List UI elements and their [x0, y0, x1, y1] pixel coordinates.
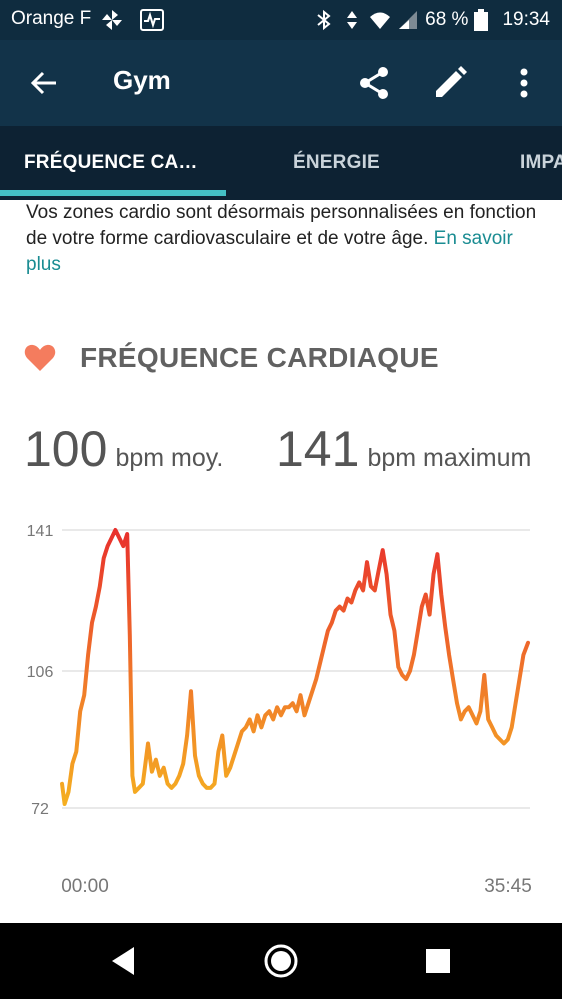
x-tick-label: 00:00	[61, 876, 109, 897]
data-transfer-icon	[341, 9, 363, 31]
system-navigation-bar	[0, 923, 562, 999]
tab-impact[interactable]: IMPA	[520, 152, 562, 173]
y-tick-label: 141	[27, 523, 54, 540]
pinwheel-icon	[100, 8, 124, 32]
section-title: FRÉQUENCE CARDIAQUE	[80, 342, 439, 373]
bluetooth-icon	[313, 9, 335, 31]
share-icon[interactable]	[352, 61, 396, 105]
battery-percentage: 68 %	[425, 9, 469, 30]
heart-rate-chart: 141 106 72 00:00 35:45	[27, 523, 532, 897]
carrier-name: Orange F	[11, 8, 92, 29]
wifi-icon	[369, 9, 391, 31]
nav-back-icon[interactable]	[104, 941, 144, 981]
tab-bar: FRÉQUENCE CA… ÉNERGIE IMPA	[0, 126, 562, 200]
page-title: Gym	[113, 65, 171, 95]
activity-icon	[140, 8, 164, 32]
heart-rate-section-header: FRÉQUENCE CARDIAQUE	[24, 340, 439, 376]
edit-pencil-icon[interactable]	[428, 61, 472, 105]
tab-energy[interactable]: ÉNERGIE	[293, 152, 380, 173]
heart-rate-series-line	[60, 528, 530, 806]
battery-icon	[474, 9, 496, 31]
signal-icon	[397, 9, 419, 31]
maximum-heart-rate: 141 bpm maximum	[276, 420, 531, 480]
learn-more-link[interactable]: En savoir plus	[26, 228, 513, 275]
average-heart-rate: 100 bpm moy.	[24, 420, 223, 480]
tab-heart-rate[interactable]: FRÉQUENCE CA…	[24, 152, 198, 173]
nav-recents-icon[interactable]	[418, 941, 458, 981]
average-value: 100	[24, 421, 108, 477]
x-tick-label: 35:45	[484, 876, 532, 897]
status-bar: Orange F 68 % 19:34	[0, 0, 562, 40]
clock: 19:34	[502, 9, 550, 30]
heart-icon	[24, 344, 56, 372]
average-unit: bpm moy.	[115, 444, 224, 472]
more-options-icon[interactable]	[504, 61, 548, 105]
maximum-unit: bpm maximum	[367, 444, 532, 472]
active-tab-indicator	[0, 190, 226, 196]
maximum-value: 141	[276, 421, 360, 477]
back-arrow-icon[interactable]	[24, 63, 64, 103]
nav-home-icon[interactable]	[261, 941, 301, 981]
app-bar: Gym	[0, 40, 562, 126]
y-tick-label: 72	[31, 801, 49, 818]
personalized-zones-note: Vos zones cardio sont désormais personna…	[26, 200, 546, 278]
note-text: Vos zones cardio sont désormais personna…	[26, 202, 537, 249]
y-tick-label: 106	[27, 664, 54, 681]
